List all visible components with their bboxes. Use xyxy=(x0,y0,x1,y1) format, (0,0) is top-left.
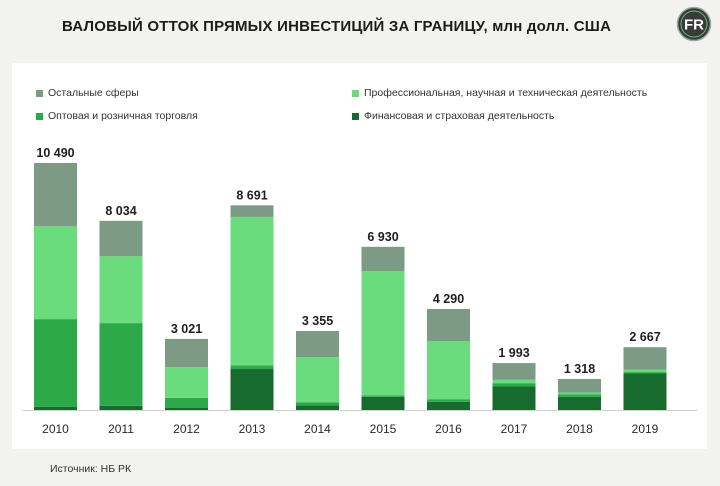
legend-label-professional: Профессиональная, научная и техническая … xyxy=(364,87,648,99)
legend-swatch-trade xyxy=(36,112,43,120)
category-label-2019: 2019 xyxy=(632,422,659,436)
legend-swatch-professional xyxy=(352,89,359,97)
bar-trade-2013 xyxy=(230,365,274,370)
legend-item-other: Остальные сферы xyxy=(36,86,139,100)
bar-finance-2015 xyxy=(361,396,405,410)
bar-finance-2010 xyxy=(34,406,77,410)
total-label-2011: 8 034 xyxy=(105,204,136,218)
bar-other-2017 xyxy=(492,363,536,380)
category-label-2014: 2014 xyxy=(304,422,331,436)
category-label-2012: 2012 xyxy=(173,422,200,436)
bar-finance-2016 xyxy=(427,401,470,410)
category-label-2013: 2013 xyxy=(239,422,266,436)
total-label-2013: 8 691 xyxy=(236,188,267,202)
category-label-2011: 2011 xyxy=(108,422,134,436)
total-label-2015: 6 930 xyxy=(367,230,398,244)
legend-label-finance: Финансовая и страховая деятельность xyxy=(364,110,555,122)
total-label-2016: 4 290 xyxy=(433,292,464,306)
legend-swatch-finance xyxy=(352,112,359,120)
bar-other-2013 xyxy=(230,205,274,217)
stacked-bar-chart: 10 490 2010 8 034 2011 3 021 2012 8 691 2013 3 3… xyxy=(22,146,697,436)
bar-finance-2019 xyxy=(623,373,667,410)
bar-trade-2010 xyxy=(34,319,77,407)
bar-professional-2010 xyxy=(34,226,77,320)
category-label-2016: 2016 xyxy=(435,422,462,436)
bar-professional-2017 xyxy=(492,379,536,384)
total-label-2012: 3 021 xyxy=(171,322,202,336)
logo-text: FR xyxy=(684,17,704,34)
bar-finance-2011 xyxy=(99,405,143,410)
bar-trade-2015 xyxy=(361,395,405,397)
bar-professional-2012 xyxy=(165,367,208,398)
bar-other-2010 xyxy=(34,163,77,227)
total-label-2017: 1 993 xyxy=(498,346,529,360)
bar-finance-2013 xyxy=(230,369,274,410)
legend-label-other: Остальные сферы xyxy=(48,87,139,99)
bar-professional-2016 xyxy=(427,341,470,400)
chart-title: ВАЛОВЫЙ ОТТОК ПРЯМЫХ ИНВЕСТИЦИЙ ЗА ГРАНИ… xyxy=(62,18,612,35)
legend-item-trade: Оптовая и розничная торговля xyxy=(36,109,198,123)
bar-professional-2014 xyxy=(296,357,339,403)
bar-professional-2011 xyxy=(99,256,143,324)
total-label-2014: 3 355 xyxy=(302,314,333,328)
bar-other-2014 xyxy=(296,331,339,358)
bar-trade-2019 xyxy=(623,372,667,374)
bar-finance-2012 xyxy=(165,407,208,410)
legend-item-professional: Профессиональная, научная и техническая … xyxy=(352,86,647,100)
total-label-2010: 10 490 xyxy=(36,146,74,160)
bar-other-2018 xyxy=(558,378,601,393)
chart-panel: Остальные сферы Профессиональная, научна… xyxy=(12,63,707,449)
legend-swatch-other xyxy=(36,89,43,97)
bar-trade-2018 xyxy=(558,394,601,397)
legend-item-finance: Финансовая и страховая деятельность xyxy=(352,109,554,123)
category-label-2010: 2010 xyxy=(42,422,69,436)
bar-professional-2019 xyxy=(623,369,667,373)
bar-trade-2017 xyxy=(492,383,536,387)
total-label-2019: 2 667 xyxy=(629,330,660,344)
bar-finance-2017 xyxy=(492,386,536,410)
bar-trade-2016 xyxy=(427,399,470,402)
bar-finance-2018 xyxy=(558,396,601,410)
bar-professional-2013 xyxy=(230,216,274,366)
bar-trade-2014 xyxy=(296,402,339,406)
bar-other-2012 xyxy=(165,338,208,368)
bar-other-2016 xyxy=(427,308,470,342)
category-label-2018: 2018 xyxy=(566,422,593,436)
legend-label-trade: Оптовая и розничная торговля xyxy=(48,110,198,122)
bar-trade-2011 xyxy=(99,323,143,406)
bar-trade-2012 xyxy=(165,397,208,408)
fr-logo: FR xyxy=(676,6,712,42)
bar-finance-2014 xyxy=(296,405,339,410)
category-label-2015: 2015 xyxy=(370,422,397,436)
source-note: Источник: НБ РК xyxy=(50,463,132,475)
bar-professional-2015 xyxy=(361,271,405,396)
bar-other-2015 xyxy=(361,246,405,272)
category-label-2017: 2017 xyxy=(501,422,528,436)
total-label-2018: 1 318 xyxy=(564,362,595,376)
bar-other-2011 xyxy=(99,220,143,257)
bar-professional-2018 xyxy=(558,392,601,395)
bar-other-2019 xyxy=(623,347,667,370)
